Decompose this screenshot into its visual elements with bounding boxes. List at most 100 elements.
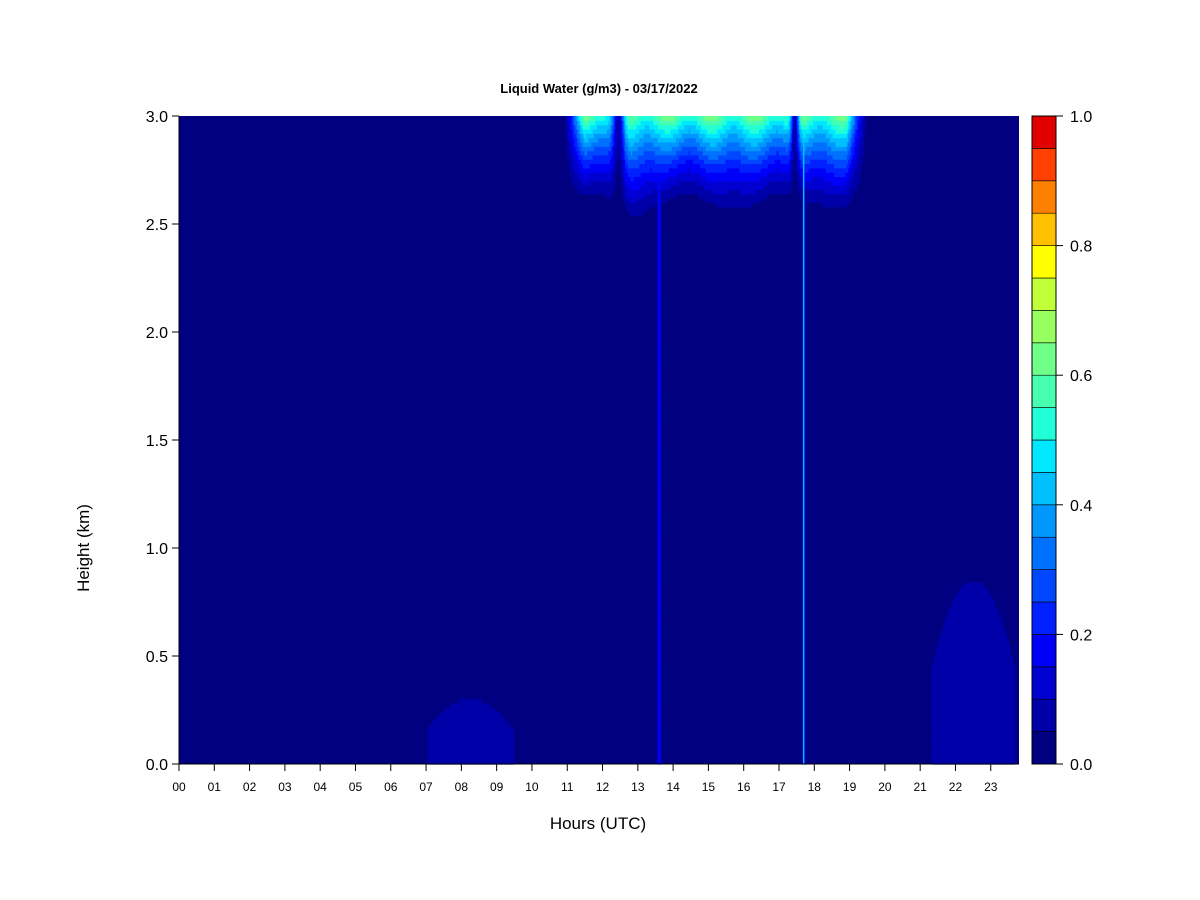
field-cell bbox=[777, 141, 780, 147]
field-cell bbox=[472, 759, 475, 765]
field-cell bbox=[659, 366, 662, 372]
field-cell bbox=[704, 180, 707, 186]
field-cell bbox=[801, 608, 804, 614]
field-cell bbox=[787, 185, 790, 191]
field-cell bbox=[783, 189, 786, 195]
field-cell bbox=[445, 746, 448, 752]
field-cell bbox=[435, 738, 438, 743]
field-cell bbox=[750, 180, 753, 186]
field-cell bbox=[746, 163, 749, 169]
field-cell bbox=[694, 176, 697, 182]
field-cell bbox=[431, 746, 434, 752]
field-cell bbox=[618, 116, 621, 121]
field-cell bbox=[804, 392, 807, 398]
field-cell bbox=[779, 185, 782, 191]
field-cell bbox=[587, 141, 590, 147]
field-cell bbox=[474, 746, 477, 752]
field-cell bbox=[808, 137, 811, 143]
field-cell bbox=[801, 215, 804, 221]
field-cell bbox=[609, 124, 612, 130]
field-cell bbox=[594, 128, 597, 134]
field-cell bbox=[629, 185, 632, 191]
field-cell bbox=[475, 703, 478, 709]
field-cell bbox=[674, 193, 677, 199]
field-cell bbox=[626, 159, 629, 165]
field-cell bbox=[698, 137, 701, 143]
field-cell bbox=[814, 176, 817, 182]
field-cell bbox=[457, 703, 460, 709]
field-cell bbox=[581, 154, 584, 160]
field-cell bbox=[697, 124, 700, 130]
field-cell bbox=[760, 159, 763, 165]
field-cell bbox=[643, 146, 646, 152]
field-cell bbox=[570, 141, 573, 147]
field-cell bbox=[743, 154, 746, 160]
field-cell bbox=[579, 137, 582, 143]
field-cell bbox=[790, 128, 793, 134]
field-cell bbox=[639, 193, 642, 199]
field-cell bbox=[801, 725, 804, 731]
field-cell bbox=[715, 163, 718, 169]
field-cell bbox=[793, 133, 796, 139]
field-cell bbox=[584, 154, 587, 160]
field-cell bbox=[795, 150, 798, 156]
field-cell bbox=[804, 608, 807, 614]
field-cell bbox=[438, 746, 441, 752]
field-cell bbox=[735, 116, 738, 121]
field-cell bbox=[483, 720, 486, 726]
field-cell bbox=[739, 137, 742, 143]
field-cell bbox=[581, 172, 584, 178]
field-cell bbox=[685, 150, 688, 156]
field-cell bbox=[711, 120, 714, 126]
field-cell bbox=[750, 128, 753, 134]
field-cell bbox=[661, 154, 664, 160]
field-cell bbox=[808, 141, 811, 147]
field-cell bbox=[773, 128, 776, 134]
field-cell bbox=[651, 146, 654, 152]
field-cell bbox=[587, 180, 590, 186]
field-cell bbox=[811, 137, 814, 143]
field-cell bbox=[435, 716, 438, 722]
field-cell bbox=[762, 176, 765, 182]
field-cell bbox=[461, 759, 464, 765]
field-cell bbox=[632, 185, 635, 191]
chart-title: Liquid Water (g/m3) - 03/17/2022 bbox=[500, 81, 697, 96]
field-cell bbox=[668, 124, 671, 130]
field-cell bbox=[747, 159, 750, 165]
field-cell bbox=[467, 703, 470, 709]
field-cell bbox=[443, 759, 446, 765]
field-cell bbox=[729, 154, 732, 160]
field-cell bbox=[805, 124, 808, 130]
field-cell bbox=[598, 189, 601, 195]
field-cell bbox=[500, 725, 503, 731]
field-cell bbox=[803, 206, 806, 212]
field-cell bbox=[455, 707, 458, 713]
field-cell bbox=[818, 172, 821, 178]
field-cell bbox=[619, 146, 622, 152]
field-cell bbox=[818, 163, 821, 169]
field-cell bbox=[591, 159, 594, 165]
field-cell bbox=[467, 707, 470, 713]
field-cell bbox=[788, 189, 791, 195]
field-cell bbox=[606, 167, 609, 173]
field-cell bbox=[512, 729, 515, 735]
field-cell bbox=[659, 694, 662, 700]
field-cell bbox=[488, 738, 491, 743]
field-cell bbox=[493, 725, 496, 731]
field-cell bbox=[732, 159, 735, 165]
field-cell bbox=[804, 275, 807, 281]
field-cell bbox=[482, 759, 485, 765]
field-cell bbox=[646, 150, 649, 156]
field-cell bbox=[810, 198, 813, 203]
field-cell bbox=[795, 167, 798, 173]
field-cell bbox=[657, 362, 660, 368]
field-cell bbox=[766, 133, 769, 139]
field-cell bbox=[644, 189, 647, 195]
field-cell bbox=[756, 146, 759, 152]
field-cell bbox=[657, 586, 660, 592]
field-cell bbox=[639, 176, 642, 182]
field-cell bbox=[804, 405, 807, 411]
field-cell bbox=[620, 154, 623, 160]
field-cell bbox=[643, 163, 646, 169]
field-cell bbox=[505, 738, 508, 743]
